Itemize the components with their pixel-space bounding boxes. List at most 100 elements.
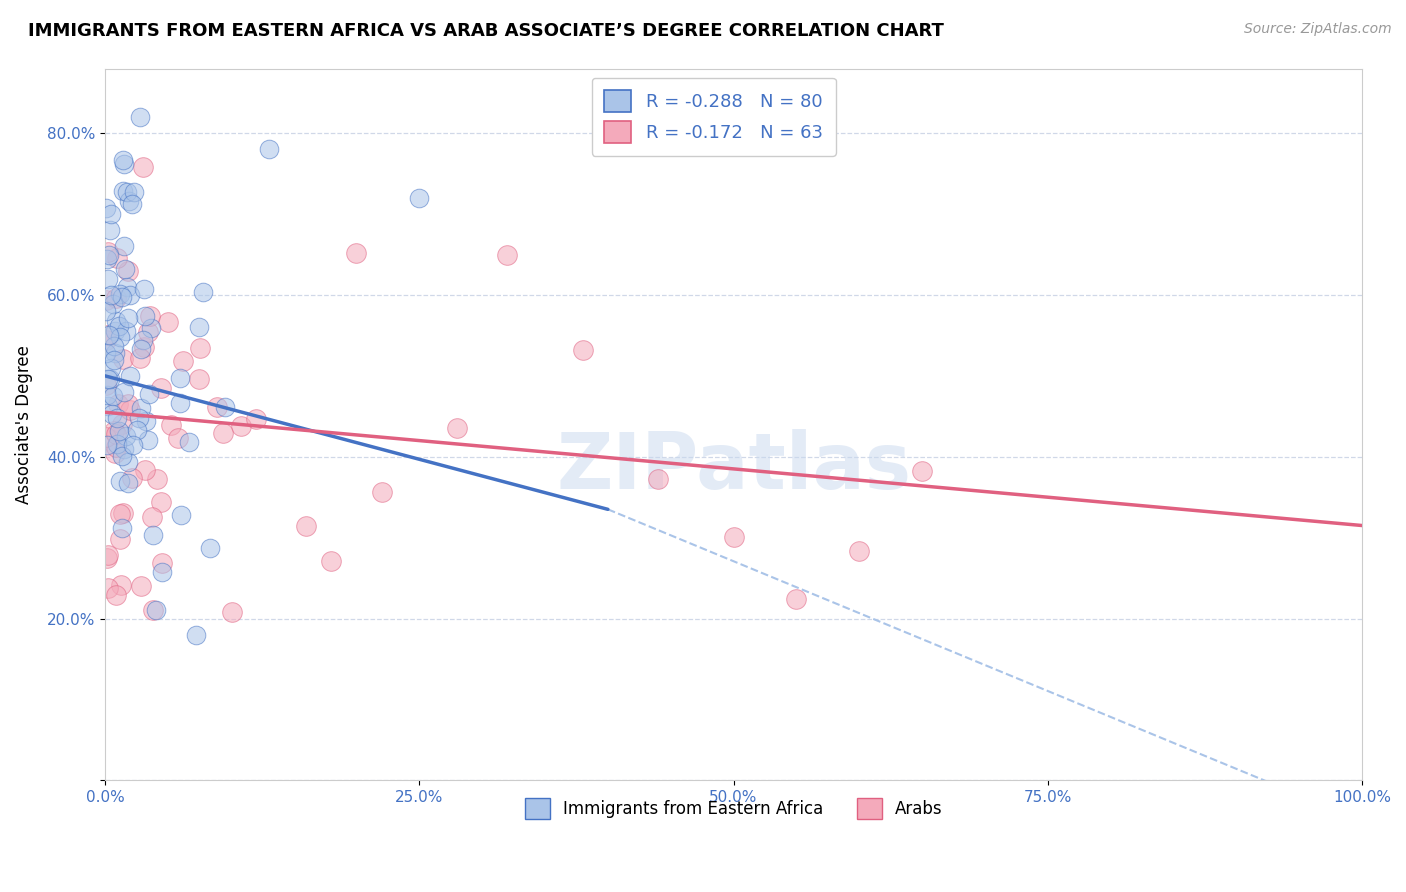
- Point: [131, 160, 153, 174]
- Point: [103, 339, 125, 353]
- Point: [97, 272, 120, 286]
- Point: [96, 327, 118, 342]
- Point: [107, 397, 129, 411]
- Point: [97, 399, 120, 413]
- Point: [97, 244, 120, 259]
- Point: [112, 239, 135, 253]
- Point: [96, 202, 118, 216]
- Point: [142, 603, 165, 617]
- Point: [221, 605, 243, 619]
- Point: [145, 603, 167, 617]
- Point: [257, 142, 280, 156]
- Point: [245, 412, 267, 426]
- Point: [117, 454, 139, 468]
- Point: [112, 385, 135, 400]
- Point: [229, 419, 252, 434]
- Point: [169, 396, 191, 410]
- Point: [142, 528, 165, 542]
- Point: [121, 471, 143, 485]
- Point: [108, 507, 131, 521]
- Point: [103, 424, 125, 438]
- Point: [101, 407, 124, 421]
- Point: [96, 388, 118, 402]
- Point: [98, 223, 121, 237]
- Point: [111, 521, 134, 535]
- Point: [104, 346, 127, 360]
- Point: [115, 185, 138, 199]
- Point: [120, 368, 142, 383]
- Point: [321, 554, 343, 568]
- Point: [111, 153, 134, 167]
- Point: [134, 463, 156, 477]
- Point: [112, 442, 135, 457]
- Point: [188, 319, 211, 334]
- Point: [121, 196, 143, 211]
- Point: [157, 315, 180, 329]
- Point: [111, 290, 134, 304]
- Point: [571, 343, 593, 357]
- Point: [117, 396, 139, 410]
- Point: [105, 411, 128, 425]
- Point: [98, 372, 121, 386]
- Point: [138, 387, 160, 401]
- Point: [112, 184, 135, 198]
- Point: [118, 403, 141, 417]
- Point: [408, 191, 430, 205]
- Point: [97, 548, 120, 562]
- Point: [96, 252, 118, 266]
- Point: [132, 282, 155, 296]
- Point: [96, 345, 118, 359]
- Point: [122, 438, 145, 452]
- Point: [111, 417, 134, 432]
- Point: [104, 588, 127, 602]
- Point: [446, 420, 468, 434]
- Point: [200, 541, 222, 555]
- Point: [150, 556, 173, 570]
- Y-axis label: Associate's Degree: Associate's Degree: [15, 345, 32, 504]
- Point: [96, 438, 118, 452]
- Point: [103, 352, 125, 367]
- Point: [96, 550, 118, 565]
- Point: [128, 110, 150, 124]
- Point: [97, 247, 120, 261]
- Legend: Immigrants from Eastern Africa, Arabs: Immigrants from Eastern Africa, Arabs: [517, 792, 949, 825]
- Point: [117, 263, 139, 277]
- Point: [115, 428, 138, 442]
- Point: [131, 333, 153, 347]
- Point: [97, 372, 120, 386]
- Point: [114, 324, 136, 338]
- Point: [108, 286, 131, 301]
- Point: [96, 293, 118, 307]
- Point: [104, 314, 127, 328]
- Point: [96, 333, 118, 347]
- Point: [136, 433, 159, 447]
- Point: [132, 340, 155, 354]
- Point: [172, 354, 194, 368]
- Point: [100, 288, 122, 302]
- Point: [129, 342, 152, 356]
- Point: [104, 445, 127, 459]
- Point: [134, 414, 156, 428]
- Point: [100, 361, 122, 376]
- Point: [647, 473, 669, 487]
- Point: [107, 424, 129, 438]
- Point: [169, 508, 191, 523]
- Point: [214, 401, 236, 415]
- Point: [295, 519, 318, 533]
- Point: [108, 330, 131, 344]
- Point: [110, 578, 132, 592]
- Point: [911, 464, 934, 478]
- Point: [114, 262, 136, 277]
- Point: [129, 401, 152, 415]
- Text: ZIPatlas: ZIPatlas: [555, 429, 911, 505]
- Point: [346, 246, 368, 260]
- Text: Source: ZipAtlas.com: Source: ZipAtlas.com: [1244, 22, 1392, 37]
- Point: [112, 351, 135, 366]
- Point: [97, 328, 120, 343]
- Point: [111, 506, 134, 520]
- Point: [128, 411, 150, 425]
- Point: [111, 449, 134, 463]
- Point: [186, 627, 208, 641]
- Point: [169, 371, 191, 385]
- Point: [108, 532, 131, 546]
